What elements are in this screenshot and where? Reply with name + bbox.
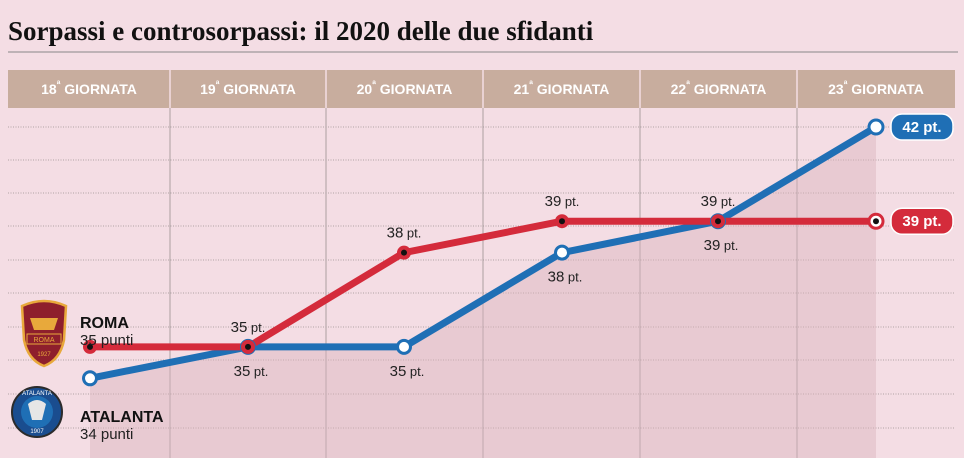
roma-point-center: [245, 343, 251, 350]
series-points: [82, 213, 726, 387]
atalanta-point-label: 38 pt.: [548, 269, 583, 286]
atalanta-area: [90, 127, 876, 458]
atalanta-end-badge: [890, 113, 954, 141]
series-line-atalanta: [86, 123, 880, 382]
atalanta-point-label: 35 pt.: [234, 363, 269, 380]
atalanta-name: ATALANTA: [80, 409, 164, 426]
series-lines: [86, 123, 880, 382]
roma-end-badge: [890, 207, 954, 235]
roma-point-center: [401, 249, 407, 256]
roma-point-center: [87, 343, 93, 350]
header-row: 18ª GIORNATA 19ª GIORNATA 20ª GIORNATA 21ª …: [8, 70, 955, 108]
header-label-19: 19ª GIORNATA: [200, 80, 296, 97]
atalanta-end-label: 42 pt.: [902, 119, 941, 136]
chart-title: Sorpassi e controsorpassi: il 2020 delle…: [8, 16, 594, 46]
roma-point-label: 35 pt.: [231, 319, 266, 336]
atalanta-crest-head: [28, 400, 46, 420]
roma-point-label: 38 pt.: [387, 225, 422, 242]
atalanta-crest-icon: ATALANTA 1907: [11, 386, 63, 438]
roma-crest-band: [26, 333, 62, 345]
header-label-21: 21ª GIORNATA: [514, 80, 610, 97]
atalanta-point-label: 39 pt.: [704, 237, 739, 254]
atalanta-end-point: [867, 118, 885, 136]
header-label-18: 18ª GIORNATA: [41, 80, 137, 97]
roma-end-label: 39 pt.: [902, 213, 941, 230]
roma-crest-wolf: [30, 318, 58, 330]
end-labels: 42 pt. 39 pt.: [867, 113, 954, 235]
header-label-20: 20ª GIORNATA: [357, 80, 453, 97]
roma-crest-icon: ROMA 1927: [20, 299, 68, 368]
header-label-23: 23ª GIORNATA: [828, 80, 924, 97]
point-labels: 35 pt. 38 pt. 39 pt. 39 pt. 35 pt. 35 pt. 38 p…: [231, 193, 739, 380]
series-line-roma: [86, 217, 880, 351]
area-shading: [90, 127, 876, 458]
header-background: [8, 70, 955, 108]
atalanta-point: [554, 244, 570, 261]
atalanta-point: [396, 338, 412, 355]
roma-point-label: 39 pt.: [701, 193, 736, 210]
roma-start-points: 35 punti: [80, 332, 133, 349]
roma-name: ROMA: [80, 315, 129, 332]
roma-crest-name: ROMA: [34, 337, 55, 344]
roma-point-center: [559, 218, 565, 225]
atalanta-crest-name: ATALANTA: [22, 391, 52, 397]
header-label-22: 22ª GIORNATA: [671, 80, 767, 97]
roma-point-center: [715, 218, 721, 225]
atalanta-start-points: 34 punti: [80, 426, 133, 443]
roma-end-point-center: [873, 218, 879, 225]
roma-point-label: 39 pt.: [545, 193, 580, 210]
atalanta-point-label: 35 pt.: [390, 363, 425, 380]
roma-crest-year: 1927: [37, 352, 51, 358]
atalanta-crest-year: 1907: [30, 429, 44, 435]
atalanta-point: [82, 370, 98, 387]
